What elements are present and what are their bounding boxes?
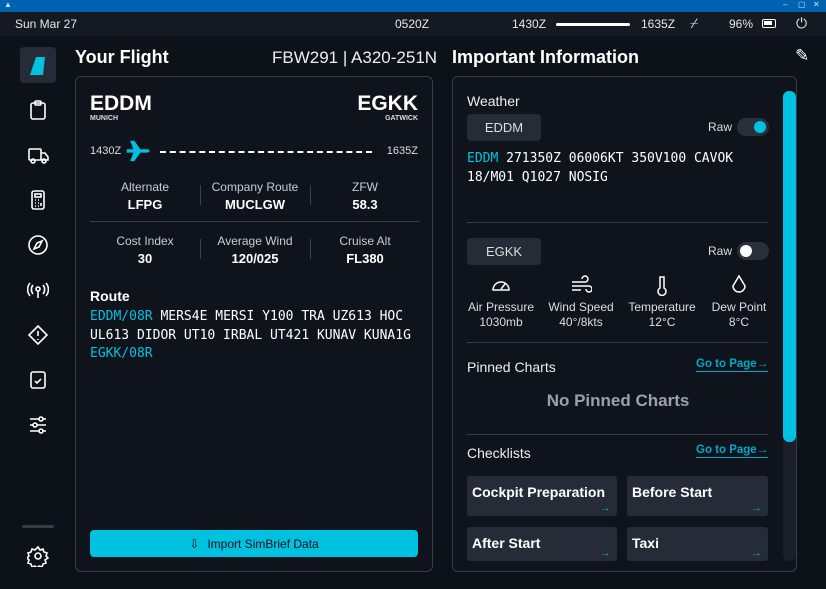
scrollbar-thumb[interactable] [783, 91, 796, 442]
your-flight-title: Your Flight [75, 47, 169, 67]
truck-icon [28, 148, 49, 164]
divider [90, 221, 420, 222]
import-simbrief-button[interactable]: ⇩ Import SimBrief Data [90, 530, 418, 557]
sidebar-item-presets[interactable] [26, 413, 50, 437]
flybywire-logo-icon [30, 57, 45, 75]
origin-icao: EDDM [90, 92, 152, 115]
sidebar-item-settings[interactable] [26, 544, 50, 568]
departure-time-label: 1430Z [90, 145, 122, 157]
origin-metar: EDDM 271350Z 06006KT 350V100 CAVOK 18/M0… [467, 151, 734, 185]
stat-zfw: ZFW 58.3 [352, 180, 378, 212]
checklists-label: Checklists [467, 445, 531, 461]
air-pressure: Air Pressure 1030mb [461, 274, 541, 330]
dew-point: Dew Point 8°C [699, 274, 779, 330]
arrival-time: 1635Z [641, 17, 676, 31]
sidebar-item-dispatch[interactable] [26, 98, 50, 122]
raw-label: Raw [708, 120, 733, 134]
flight-progress-bar [556, 23, 630, 26]
pinned-charts-go-to-page-link[interactable]: Go to Page→ [696, 358, 769, 372]
destination-raw-toggle[interactable] [737, 242, 769, 260]
route-label: Route [90, 288, 130, 304]
window-titlebar: ▲ – ▢ ✕ [0, 0, 826, 12]
airplane-icon [126, 140, 150, 162]
origin-name: MUNICH [90, 115, 118, 122]
important-info-title: Important Information [452, 47, 639, 67]
app-icon: ▲ [4, 0, 12, 9]
sidebar-item-checklists[interactable] [26, 368, 50, 392]
close-button[interactable]: ✕ [813, 0, 820, 9]
route-string: EDDM/08R MERS4E MERSI Y100 TRA UZ613 HOC… [90, 309, 411, 361]
antenna-icon [27, 282, 49, 298]
edit-pencil-icon[interactable]: ✎ [795, 46, 810, 65]
sidebar-item-ground[interactable] [26, 143, 50, 167]
utc-time: 0520Z [395, 17, 430, 31]
wind-speed: Wind Speed 40°/8kts [541, 274, 621, 330]
weather-label: Weather [467, 93, 520, 109]
date: Sun Mar 27 [15, 17, 78, 31]
sidebar-item-navigation[interactable] [26, 233, 50, 257]
temperature: Temperature 12°C [622, 274, 702, 330]
minimize-button[interactable]: – [783, 0, 788, 9]
departure-time: 1430Z [512, 17, 547, 31]
checklist-card[interactable]: After Start → [467, 527, 617, 561]
thermometer-icon [657, 276, 667, 296]
droplet-icon [732, 274, 746, 293]
sidebar-divider [22, 525, 54, 528]
wifi-off-icon: ⌿ [690, 15, 699, 31]
compass-icon [28, 235, 48, 255]
stat-company-route: Company Route MUCLGW [211, 180, 299, 212]
stat-cruise-alt: Cruise Alt FL380 [339, 234, 391, 266]
battery-icon [762, 19, 776, 28]
battery-percent: 96% [729, 17, 754, 31]
arrival-time-label: 1635Z [386, 145, 418, 157]
warning-diamond-icon [27, 324, 49, 346]
calculator-icon [31, 190, 45, 210]
cloud-download-icon: ⇩ [189, 536, 200, 551]
flight-panel: EDDM MUNICH EGKK GATWICK 1430Z 1635Z Alt… [75, 76, 433, 572]
clipboard-icon [30, 100, 46, 120]
sidebar-item-atc[interactable] [26, 278, 50, 302]
checklist-card[interactable]: Before Start → [627, 476, 768, 516]
scrollbar-track[interactable] [783, 91, 796, 561]
origin-raw-toggle[interactable] [737, 118, 769, 136]
flight-path-line [160, 151, 372, 153]
raw-label: Raw [708, 244, 733, 258]
maximize-button[interactable]: ▢ [798, 0, 806, 9]
wind-icon [572, 275, 592, 293]
sidebar-item-performance[interactable] [26, 188, 50, 212]
no-pinned-charts-message: No Pinned Charts [546, 391, 690, 410]
destination-icao: EGKK [357, 92, 418, 115]
sidebar-item-failures[interactable] [26, 323, 50, 347]
destination-name: GATWICK [385, 115, 418, 122]
checklist-icon [30, 371, 46, 389]
stat-average-wind: Average Wind 120/025 [217, 234, 293, 266]
sidebar [0, 36, 75, 589]
pinned-charts-label: Pinned Charts [467, 359, 556, 375]
sidebar-item-dashboard[interactable] [20, 47, 56, 83]
power-icon[interactable]: ⏻ [796, 15, 808, 31]
gauge-icon [492, 281, 510, 291]
status-bar: Sun Mar 27 0520Z 1430Z 1635Z ⌿ 96% ⏻ [0, 12, 826, 36]
origin-weather-tag: EDDM [467, 114, 541, 141]
checklist-card[interactable]: Taxi → [627, 527, 768, 561]
checklists-go-to-page-link[interactable]: Go to Page→ [696, 444, 769, 458]
checklist-card[interactable]: Cockpit Preparation → [467, 476, 617, 516]
destination-weather-tag: EGKK [467, 238, 541, 265]
stat-alternate: Alternate LFPG [120, 180, 170, 212]
flight-callsign: FBW291 | A320-251N [272, 48, 438, 67]
sliders-icon [30, 416, 46, 434]
info-panel: Weather EDDM Raw EDDM 271350Z 06006KT 35… [452, 76, 797, 572]
gear-icon [27, 545, 49, 567]
stat-cost-index: Cost Index 30 [116, 234, 174, 266]
